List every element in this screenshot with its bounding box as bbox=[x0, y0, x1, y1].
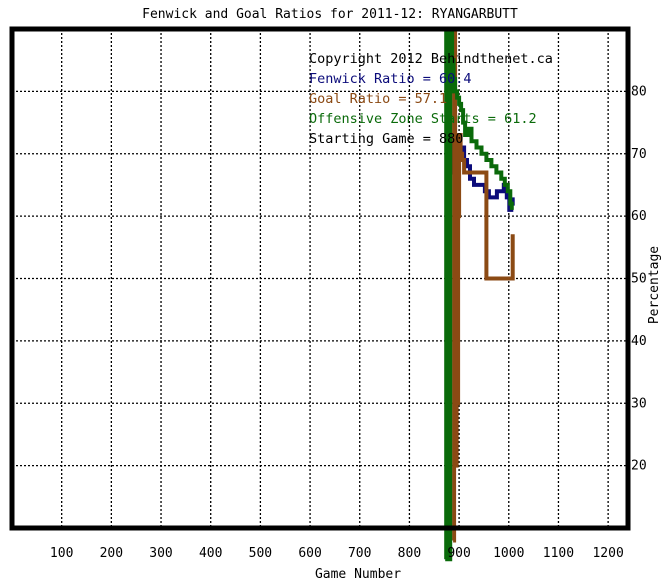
grid bbox=[12, 29, 628, 528]
x-tick-label: 700 bbox=[348, 546, 371, 561]
annotation-line: Goal Ratio = 57.1 bbox=[309, 91, 447, 107]
x-tick-label: 1100 bbox=[543, 546, 574, 561]
plot-frame bbox=[9, 26, 631, 531]
x-tick-label: 1000 bbox=[493, 546, 524, 561]
x-tick-label: 400 bbox=[199, 546, 222, 561]
x-tick-label: 1200 bbox=[592, 546, 623, 561]
y-tick-label: 20 bbox=[631, 459, 647, 474]
legend-annotations: Copyright 2012 Behindthenet.ca Fenwick Ra… bbox=[309, 51, 553, 147]
series-lines bbox=[444, 27, 515, 562]
x-tick-label: 800 bbox=[398, 546, 421, 561]
x-tick-label: 300 bbox=[149, 546, 172, 561]
x-tick-label: 900 bbox=[447, 546, 470, 561]
y-axis-ticks: 20 30 40 50 60 70 80 bbox=[631, 84, 647, 473]
y-tick-label: 50 bbox=[631, 272, 647, 287]
x-tick-label: 500 bbox=[249, 546, 272, 561]
x-tick-label: 200 bbox=[100, 546, 123, 561]
series-line-offensive-zone-starts bbox=[444, 27, 514, 562]
annotation-line: Copyright 2012 Behindthenet.ca bbox=[309, 51, 553, 67]
y-tick-label: 30 bbox=[631, 396, 647, 411]
series-line-goal-ratio bbox=[452, 27, 515, 543]
annotation-line: Starting Game = 880 bbox=[309, 131, 463, 147]
x-axis-ticks: 100 200 300 400 500 600 700 800 900 1000 1100 1200 bbox=[50, 546, 624, 561]
y-tick-label: 80 bbox=[631, 84, 647, 99]
chart-title: Fenwick and Goal Ratios for 2011-12: RYA… bbox=[142, 7, 518, 22]
annotation-line: Offensive Zone Starts = 61.2 bbox=[309, 111, 537, 127]
x-tick-label: 100 bbox=[50, 546, 73, 561]
annotation-line: Fenwick Ratio = 60.4 bbox=[309, 71, 472, 87]
y-tick-label: 40 bbox=[631, 334, 647, 349]
y-tick-label: 70 bbox=[631, 147, 647, 162]
y-tick-label: 60 bbox=[631, 209, 647, 224]
x-axis-label: Game Number bbox=[315, 567, 401, 580]
y-axis-label: Percentage bbox=[647, 246, 662, 324]
x-tick-label: 600 bbox=[298, 546, 321, 561]
